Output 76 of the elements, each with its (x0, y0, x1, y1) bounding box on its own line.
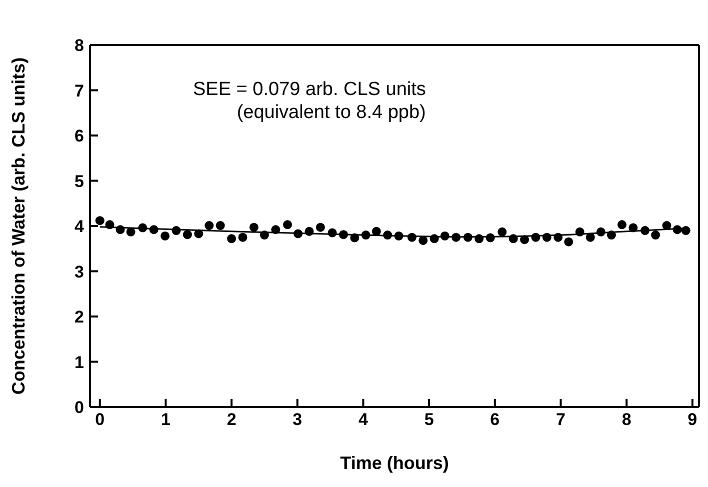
x-tick-label: 1 (160, 410, 170, 430)
point (95, 216, 104, 226)
point (681, 226, 690, 236)
point (575, 227, 584, 236)
y-tick-label: 0 (74, 398, 84, 418)
point (350, 233, 360, 242)
x-tick-label: 0 (95, 410, 105, 430)
point (640, 226, 650, 236)
x-axis-title: Time (hours) (340, 453, 449, 473)
point (617, 220, 626, 230)
point (271, 225, 280, 234)
point (160, 231, 170, 240)
x-tick-label: 6 (490, 410, 500, 430)
point (283, 220, 292, 230)
y-tick-label: 4 (74, 217, 85, 236)
point (126, 227, 136, 236)
point (531, 232, 540, 242)
y-tick-label: 7 (74, 81, 84, 100)
y-tick-label: 6 (74, 126, 84, 146)
x-tick-label: 4 (358, 410, 368, 430)
point (138, 223, 148, 232)
x-tick-label: 7 (556, 410, 566, 430)
point (216, 221, 225, 230)
point (172, 226, 181, 236)
point (204, 221, 214, 230)
x-tick-label: 2 (226, 410, 236, 430)
point (260, 230, 269, 240)
point (474, 234, 484, 244)
y-tick-label: 3 (74, 262, 84, 282)
point (294, 229, 303, 238)
point (105, 220, 114, 230)
point (194, 229, 204, 238)
point (606, 230, 616, 240)
point (596, 227, 606, 236)
y-axis-title: Concentration of Water (arb. CLS units) (8, 57, 28, 395)
point (116, 225, 125, 234)
point (672, 225, 682, 234)
point (304, 226, 314, 236)
point (328, 228, 337, 238)
point (372, 226, 381, 236)
x-tick-label: 3 (292, 410, 302, 430)
point (227, 234, 236, 244)
point (508, 234, 518, 244)
x-tick-label: 5 (424, 410, 434, 430)
annotation: (equivalent to 8.4 ppb) (236, 101, 426, 124)
annotation: SEE = 0.079 arb. CLS units (193, 78, 426, 101)
y-tick-label: 2 (74, 308, 84, 327)
x-tick-label: 9 (688, 410, 698, 430)
point (383, 230, 392, 240)
point (662, 221, 672, 230)
point (498, 227, 507, 236)
point (338, 230, 348, 240)
point (628, 223, 638, 232)
point (564, 237, 574, 246)
point (149, 225, 158, 234)
y-tick-label: 8 (74, 36, 84, 56)
point (394, 231, 404, 240)
y-tick-label: 1 (74, 352, 84, 372)
point (430, 234, 439, 244)
point (586, 232, 595, 242)
point (651, 230, 660, 240)
y-tick-label: 5 (74, 172, 84, 191)
point (238, 232, 248, 242)
point (249, 222, 258, 232)
point (182, 230, 192, 240)
point (407, 232, 416, 242)
point (316, 222, 325, 232)
point (440, 231, 450, 240)
point (520, 235, 530, 244)
point (452, 232, 461, 242)
x-tick-label: 8 (622, 410, 632, 430)
point (463, 232, 472, 242)
point (486, 233, 495, 242)
point (542, 232, 552, 242)
point (554, 232, 563, 242)
point (361, 230, 370, 240)
